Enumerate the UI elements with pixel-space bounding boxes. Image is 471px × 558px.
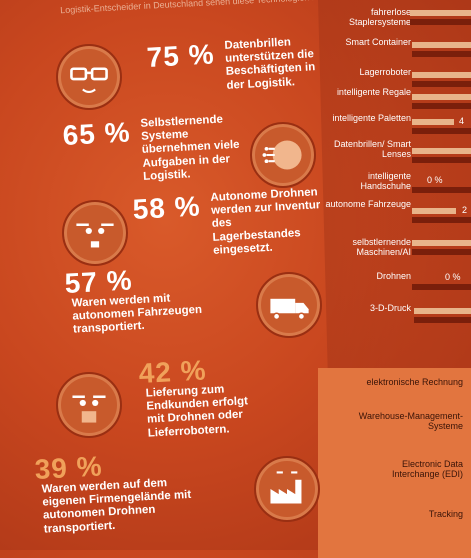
brain-head-icon [250, 122, 316, 188]
right-bar [412, 284, 471, 290]
right-item-label: intelligente Handschuhe [360, 171, 411, 191]
right-item-label: Drohnen [376, 271, 411, 281]
stat-percent: 39 % [33, 450, 104, 485]
right-bar [412, 81, 471, 87]
glasses-face-icon [56, 44, 122, 110]
right-item-label: autonome Fahrzeuge [325, 199, 411, 209]
stat-block: 65 % Selbstlernende Systeme übernehmen v… [62, 112, 255, 189]
right-chart-panel-lower [318, 368, 471, 558]
stat-percent: 58 % [131, 190, 202, 225]
right-bar [412, 208, 456, 214]
right-bar [412, 240, 471, 246]
stat-block: 42 % Lieferung zum Endkunden erfolgt mit… [138, 350, 332, 441]
right-item-label: intelligente Regale [336, 87, 411, 97]
stat-block: 39 % Waren werden auf dem eigenen Firmen… [34, 444, 258, 537]
right-item-label: intelligente Paletten [332, 113, 411, 123]
right-bar [412, 94, 471, 100]
stat-text: Autonome Drohnen werden zur Inventur des… [210, 186, 321, 257]
right-bar [412, 128, 471, 134]
stat-percent: 57 % [63, 264, 134, 299]
right-item-value: 2 [462, 205, 468, 215]
right-bar [410, 10, 471, 16]
stat-text: Waren werden mit autonomen Fahrzeugen tr… [71, 292, 203, 337]
right-item-value: 4 [459, 116, 465, 126]
truck-icon [256, 272, 322, 338]
stat-percent: 65 % [61, 116, 132, 151]
factory-drone-icon [254, 456, 320, 522]
right-bar [412, 51, 471, 57]
right-bar [414, 308, 471, 314]
right-bar [412, 72, 471, 78]
right-item-label: elektronische Rechnung [366, 377, 463, 387]
right-item-label: Warehouse-Management-Systeme [358, 411, 463, 431]
right-bar [412, 119, 454, 125]
right-item-label: selbstlernende Maschinen/AI [352, 237, 411, 257]
stat-block: 75 % Datenbrillen unterstützen die Besch… [146, 34, 339, 98]
stat-text: Lieferung zum Endkunden erfolgt mit Droh… [145, 383, 249, 440]
stat-percent: 75 % [145, 38, 216, 73]
right-bar [412, 103, 471, 109]
right-bar [412, 217, 471, 223]
right-bar [414, 317, 471, 323]
stat-block: 57 % Waren werden mit autonomen Fahrzeug… [64, 260, 257, 338]
drone-face-icon [62, 200, 128, 266]
stat-text: Datenbrillen unterstützen die Beschäftig… [224, 36, 316, 92]
stat-text: Waren werden auf dem eigenen Firmengelän… [41, 477, 192, 536]
right-bar [410, 19, 471, 25]
right-item-value: 0 % [445, 272, 461, 282]
right-item-label: Datenbrillen/ Smart Lenses [333, 139, 411, 159]
delivery-drone-icon [56, 372, 122, 438]
right-bar [412, 187, 471, 193]
right-item-label: Smart Container [345, 37, 411, 47]
right-item-label: Lagerroboter [359, 67, 411, 77]
stat-text: Selbstlernende Systeme übernehmen viele … [140, 113, 240, 183]
right-item-label: Electronic Data Interchange (EDI) [391, 459, 463, 479]
right-bar [412, 148, 471, 154]
right-item-label: Tracking [428, 509, 463, 519]
right-item-label: fahrerlose Staplersysteme [348, 7, 411, 27]
right-item-label: 3-D-Druck [369, 303, 411, 313]
stat-percent: 42 % [137, 354, 208, 389]
right-item-value: 0 % [427, 175, 443, 185]
right-bar [412, 157, 471, 163]
right-bar [412, 42, 471, 48]
stat-block: 58 % Autonome Drohnen werden zur Inventu… [132, 186, 325, 263]
right-bar [412, 249, 471, 255]
